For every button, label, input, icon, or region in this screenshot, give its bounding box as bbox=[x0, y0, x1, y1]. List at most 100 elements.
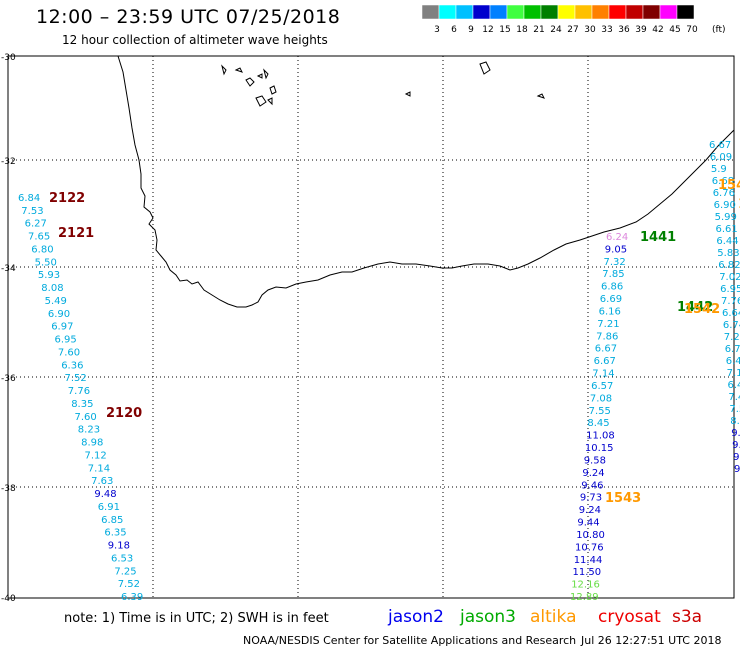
islands bbox=[221, 61, 545, 107]
wave-height-value: 6.36 bbox=[61, 360, 83, 371]
wave-height-value: 8.98 bbox=[81, 438, 103, 449]
pass-time-label: 1541 bbox=[738, 197, 740, 212]
wave-height-value: 6.27 bbox=[25, 219, 47, 230]
wave-height-map: 15 18 21 24 27 30 -30 -32 -34 -36 -38 -4… bbox=[1, 53, 740, 604]
pass-time-label: 1542 bbox=[684, 302, 720, 317]
pass-time-label: 2120 bbox=[106, 406, 142, 421]
coastline bbox=[117, 55, 735, 308]
legend-tick: 45 bbox=[669, 25, 680, 35]
wave-height-value: 6.67 bbox=[595, 344, 617, 355]
wave-height-value: 11.50 bbox=[573, 567, 602, 578]
satellite-s3a: s3a bbox=[672, 607, 703, 627]
wave-height-value: 6.85 bbox=[101, 515, 123, 526]
wave-height-value: 6.74 bbox=[723, 320, 740, 331]
wave-height-value: 6.86 bbox=[601, 282, 623, 293]
color-legend: 3 6 9 12 15 18 21 24 27 30 33 36 39 42 45 70 (ft) bbox=[422, 4, 726, 35]
wave-height-value: 6.73 bbox=[725, 344, 740, 355]
legend-tick: 30 bbox=[584, 25, 596, 35]
satellite-altika: altika bbox=[530, 607, 577, 627]
wave-height-value: 9.73 bbox=[732, 440, 740, 451]
wave-height-value: 7.18 bbox=[727, 368, 740, 379]
wave-height-value: 9.24 bbox=[582, 468, 604, 479]
lat-label: -32 bbox=[1, 157, 16, 167]
lat-label: -38 bbox=[1, 484, 16, 494]
wave-height-value: 6.46 bbox=[728, 380, 740, 391]
satellite-jason3: jason3 bbox=[460, 607, 516, 627]
legend-tick: 21 bbox=[533, 25, 544, 35]
latitude-labels: -30 -32 -34 -36 -38 -40 bbox=[1, 53, 16, 604]
wave-height-value: 6.44 bbox=[716, 236, 738, 247]
wave-height-value: 9.8 bbox=[733, 452, 740, 463]
wave-height-value: 6.68 bbox=[712, 176, 734, 187]
wave-height-value: 7.76 bbox=[68, 386, 90, 397]
grid-lines bbox=[8, 56, 734, 598]
wave-height-value: 7.60 bbox=[58, 348, 80, 359]
wave-height-value: 6.84 bbox=[18, 193, 40, 204]
wave-height-value: 9.48 bbox=[94, 489, 116, 500]
wave-height-value: 8.44 bbox=[730, 416, 740, 427]
wave-height-value: 9 bbox=[734, 464, 740, 475]
legend-tick: 6 bbox=[451, 25, 457, 35]
lat-label: -36 bbox=[1, 374, 16, 384]
wave-height-value: 5.50 bbox=[35, 257, 57, 268]
wave-height-value: 7.12 bbox=[85, 450, 107, 461]
wave-height-value: 7.52 bbox=[65, 373, 87, 384]
wave-height-value: 12.89 bbox=[570, 592, 599, 603]
wave-height-value: 7.85 bbox=[602, 269, 624, 280]
legend-unit: (ft) bbox=[712, 25, 726, 35]
wave-height-value: 6.95 bbox=[720, 284, 740, 295]
wave-height-value: 5.93 bbox=[38, 270, 60, 281]
wave-height-value: 9.73 bbox=[580, 493, 602, 504]
wave-height-value: 7.25 bbox=[114, 566, 136, 577]
wave-height-value: 5.49 bbox=[45, 296, 67, 307]
legend-tick: 27 bbox=[567, 25, 578, 35]
wave-height-value: 7.63 bbox=[91, 476, 113, 487]
wave-height-value: 8.08 bbox=[41, 283, 63, 294]
wave-height-value: 6.91 bbox=[98, 502, 120, 513]
wave-height-value: 7.60 bbox=[75, 412, 97, 423]
footer-timestamp: Jul 26 12:27:51 UTC 2018 bbox=[581, 634, 722, 647]
legend-tick: 3 bbox=[434, 25, 440, 35]
wave-height-value: 7.65 bbox=[28, 232, 50, 243]
wave-height-value: 7.02 bbox=[719, 272, 740, 283]
wave-height-value: 6.53 bbox=[111, 553, 133, 564]
map-subtitle: 12 hour collection of altimeter wave hei… bbox=[62, 33, 328, 47]
legend-tick: 12 bbox=[482, 25, 493, 35]
wave-height-value: 7.22 bbox=[724, 332, 740, 343]
wave-height-value: 7.76 bbox=[721, 296, 740, 307]
wave-height-value: 11.08 bbox=[586, 431, 615, 442]
wave-height-value: 6.57 bbox=[591, 381, 613, 392]
lat-label: -30 bbox=[1, 53, 16, 63]
altimeter-tracks: 6.84 7.53 6.27 7.65 6.805.50 5.93 8.08 5.49 6.90… bbox=[18, 140, 740, 603]
wave-height-value: 5.9 bbox=[711, 164, 727, 175]
legend-tick: 36 bbox=[618, 25, 630, 35]
wave-height-value: 6.39 bbox=[121, 592, 143, 603]
wave-height-value: 5.99 bbox=[715, 212, 737, 223]
wave-height-value: 9.05 bbox=[605, 244, 627, 255]
wave-height-value: 6.76 bbox=[713, 188, 735, 199]
pass-time-label: 2121 bbox=[58, 226, 94, 241]
wave-height-value: 7.86 bbox=[596, 331, 618, 342]
pass-time-label: 2122 bbox=[49, 191, 85, 206]
wave-height-value: 9.58 bbox=[584, 455, 606, 466]
legend-tick: 9 bbox=[468, 25, 474, 35]
pass-time-label: 1541 bbox=[718, 178, 740, 193]
wave-height-value: 6.09 bbox=[710, 152, 732, 163]
pass-time-label: 1543 bbox=[605, 491, 641, 506]
wave-height-value: 7.46 bbox=[728, 392, 740, 403]
legend-tick: 70 bbox=[686, 25, 698, 35]
wave-height-value: 10.80 bbox=[576, 530, 605, 541]
wave-height-value: 6.64 bbox=[722, 308, 740, 319]
wave-height-value: 7.21 bbox=[597, 319, 619, 330]
wave-height-value: 6.80 bbox=[31, 245, 53, 256]
satellite-cryosat: cryosat bbox=[598, 607, 661, 627]
wave-height-value: 9.44 bbox=[577, 518, 599, 529]
legend-tick: 42 bbox=[652, 25, 663, 35]
legend-tick: 39 bbox=[635, 25, 647, 35]
wave-height-value: 9.24 bbox=[579, 505, 601, 516]
wave-height-value: 8.35 bbox=[71, 399, 93, 410]
wave-height-value: 6.35 bbox=[104, 528, 126, 539]
map-frame bbox=[7, 55, 735, 599]
footer-credit: NOAA/NESDIS Center for Satellite Applica… bbox=[243, 634, 577, 647]
wave-height-value: 6.97 bbox=[51, 322, 73, 333]
